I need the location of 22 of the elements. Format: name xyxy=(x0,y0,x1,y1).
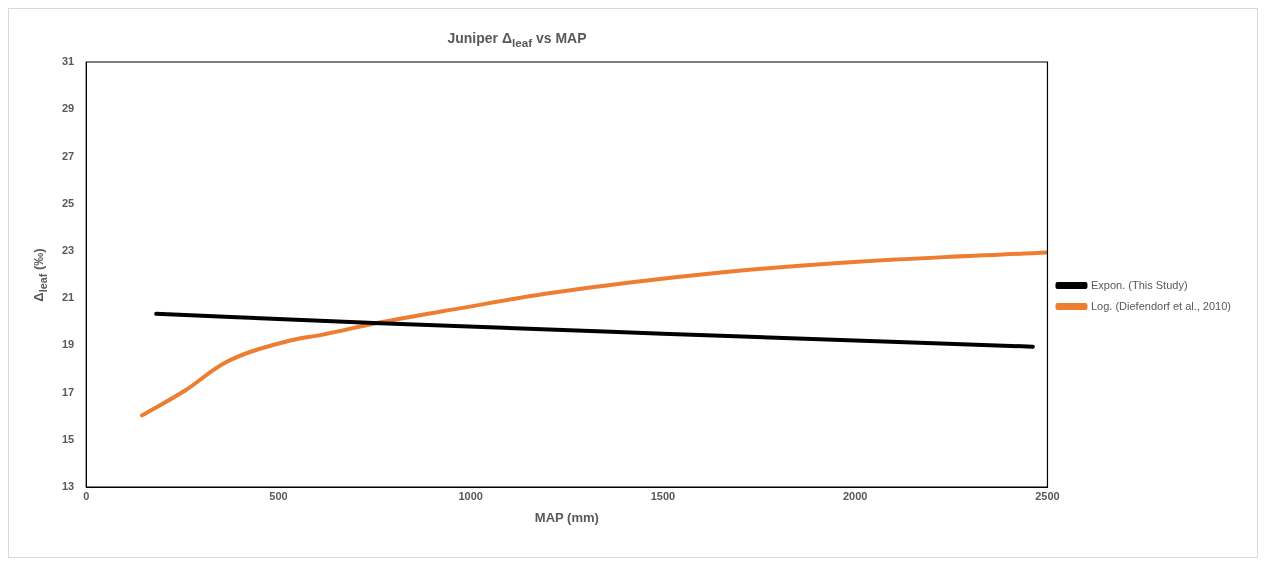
y-tick-label: 19 xyxy=(61,338,75,351)
y-tick-label: 27 xyxy=(61,149,75,162)
x-tick-label: 2000 xyxy=(842,489,868,502)
legend-label: Expon. (This Study) xyxy=(1090,278,1188,291)
y-tick-label: 21 xyxy=(61,291,75,304)
line-series xyxy=(154,311,1035,349)
x-tick-label: 0 xyxy=(83,489,90,502)
x-tick-label: 2500 xyxy=(1035,489,1060,502)
y-tick-label: 29 xyxy=(61,102,75,115)
x-tick-label: 1000 xyxy=(458,489,483,502)
x-axis-title: MAP (mm) xyxy=(534,509,599,525)
y-tick-label: 25 xyxy=(61,196,75,209)
x-tick-label: 500 xyxy=(269,489,288,502)
y-tick-label: 23 xyxy=(61,244,75,257)
y-tick-label: 17 xyxy=(61,385,75,398)
line-series xyxy=(139,250,1048,418)
x-tick-label: 1500 xyxy=(650,489,676,502)
chart-title: Juniper Δ$_{leaf}$ vs MAP xyxy=(446,30,588,49)
legend-label: Log. (Diefendorf et al., 2010) xyxy=(1090,299,1231,312)
y-tick-label: 15 xyxy=(61,432,75,445)
y-tick-label: 31 xyxy=(61,55,75,68)
y-tick-label: 13 xyxy=(61,480,75,493)
